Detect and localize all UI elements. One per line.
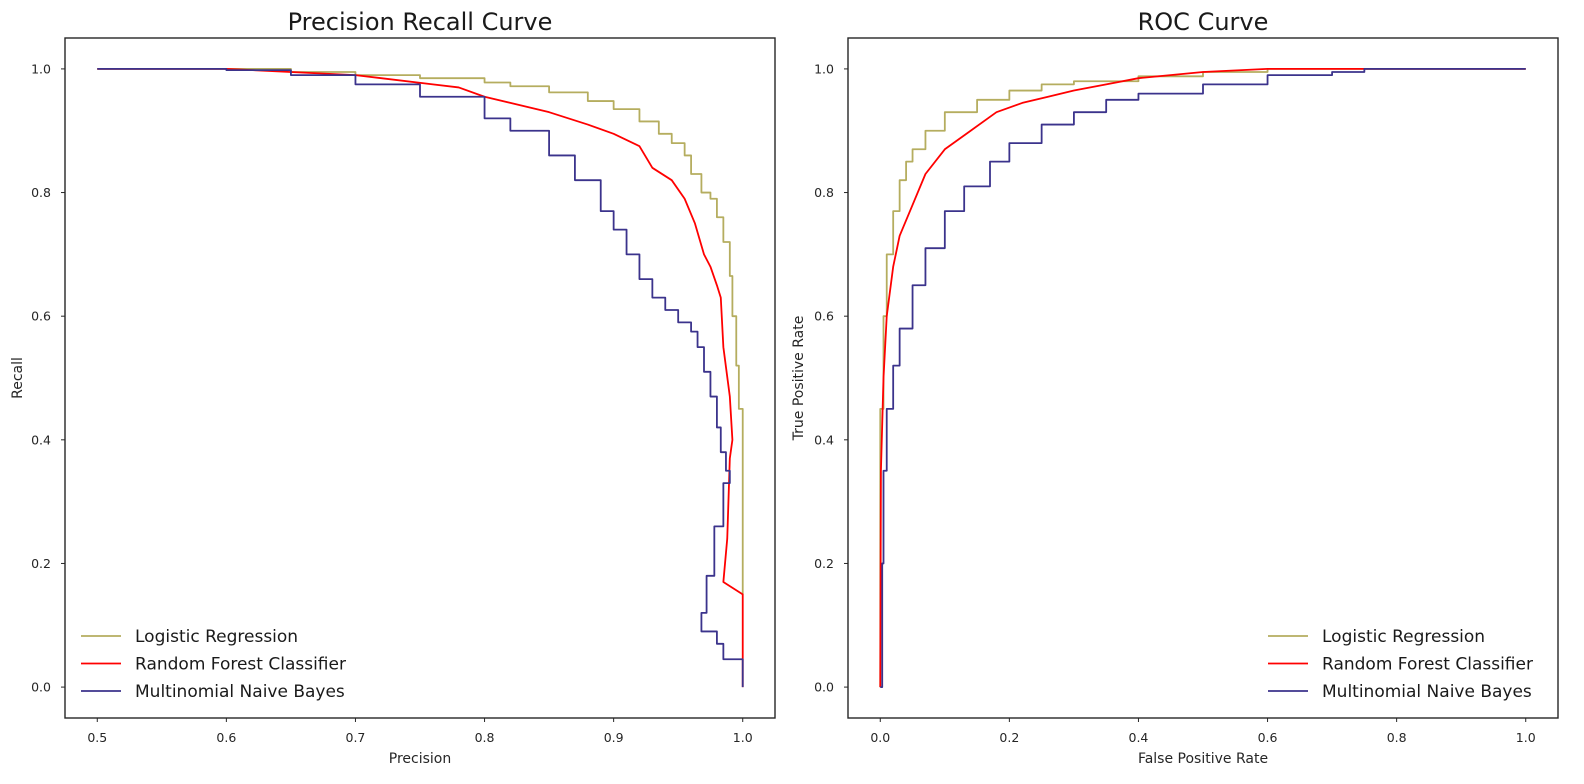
precision-recall-frame: [64, 37, 776, 719]
precision-recall-panel: Precision Recall Curve 0.5 0.6 0.7 0.8 0.9 1.…: [10, 8, 776, 767]
precision-recall-series-group: [97, 68, 744, 688]
roc-y-tick-label-5: 0.8: [814, 185, 834, 200]
roc-y-tick-label-4: 0.6: [814, 309, 834, 324]
roc-x-tick-label-5: 0.8: [1387, 730, 1407, 745]
precision-recall-series-line-3: [97, 68, 744, 688]
roc-x-ticks: 0.0 0.2 0.4 0.6 0.8 1.0: [870, 718, 1536, 745]
precision-recall-x-label: Precision: [389, 751, 451, 767]
roc-title: ROC Curve: [1138, 8, 1269, 36]
roc-y-tick-label-6: 1.0: [814, 61, 834, 76]
precision-recall-legend: Logistic Regression Random Forest Classif…: [81, 627, 346, 702]
roc-y-tick-label-3: 0.4: [814, 432, 834, 447]
roc-x-label: False Positive Rate: [1138, 751, 1268, 767]
precision-recall-legend-label-3: Multinomial Naive Bayes: [135, 682, 345, 702]
roc-legend-label-1: Logistic Regression: [1322, 627, 1485, 647]
roc-x-tick-label-3: 0.4: [1129, 730, 1149, 745]
precision-recall-legend-label-2: Random Forest Classifier: [135, 655, 346, 675]
roc-series-line-2: [879, 68, 1526, 688]
precision-recall-x-tick-label-4: 0.8: [475, 730, 495, 745]
roc-x-tick-label-6: 1.0: [1516, 730, 1536, 745]
roc-frame: [847, 37, 1559, 719]
precision-recall-x-ticks: 0.5 0.6 0.7 0.8 0.9 1.0: [87, 718, 753, 745]
roc-legend-label-2: Random Forest Classifier: [1322, 655, 1533, 675]
roc-legend: Logistic Regression Random Forest Classif…: [1268, 627, 1533, 702]
roc-x-tick-label-2: 0.2: [999, 730, 1019, 745]
precision-recall-x-tick-label-3: 0.7: [346, 730, 366, 745]
precision-recall-series-line-2: [97, 68, 744, 688]
precision-recall-x-tick-label-1: 0.5: [87, 730, 107, 745]
precision-recall-title: Precision Recall Curve: [288, 8, 553, 36]
roc-series-line-3: [880, 68, 1526, 688]
precision-recall-y-tick-label-4: 0.6: [31, 309, 51, 324]
precision-recall-y-tick-label-2: 0.2: [31, 556, 51, 571]
precision-recall-y-label: Recall: [10, 357, 26, 399]
roc-series-group: [879, 68, 1526, 688]
roc-legend-label-3: Multinomial Naive Bayes: [1322, 682, 1532, 702]
precision-recall-x-tick-label-6: 1.0: [733, 730, 753, 745]
roc-y-tick-label-1: 0.0: [814, 680, 834, 695]
precision-recall-legend-label-1: Logistic Regression: [135, 627, 298, 647]
precision-recall-y-tick-label-6: 1.0: [31, 61, 51, 76]
roc-x-tick-label-4: 0.6: [1258, 730, 1278, 745]
precision-recall-y-tick-label-5: 0.8: [31, 185, 51, 200]
roc-y-label: True Positive Rate: [791, 316, 807, 442]
roc-panel: ROC Curve 0.0 0.2 0.4 0.6 0.8 1.0 0.00.20.40.…: [791, 8, 1559, 767]
precision-recall-y-tick-label-1: 0.0: [31, 680, 51, 695]
precision-recall-x-tick-label-5: 0.9: [604, 730, 624, 745]
precision-recall-series-line-1: [97, 68, 744, 595]
precision-recall-y-tick-label-3: 0.4: [31, 432, 51, 447]
roc-x-tick-label-1: 0.0: [870, 730, 890, 745]
precision-recall-y-ticks: 0.0 0.2 0.4 0.6 0.8 1.0: [31, 61, 65, 695]
precision-recall-x-tick-label-2: 0.6: [216, 730, 236, 745]
roc-y-ticks: 0.0 0.2 0.4 0.6 0.8 1.0: [814, 61, 848, 695]
roc-y-tick-label-2: 0.2: [814, 556, 834, 571]
